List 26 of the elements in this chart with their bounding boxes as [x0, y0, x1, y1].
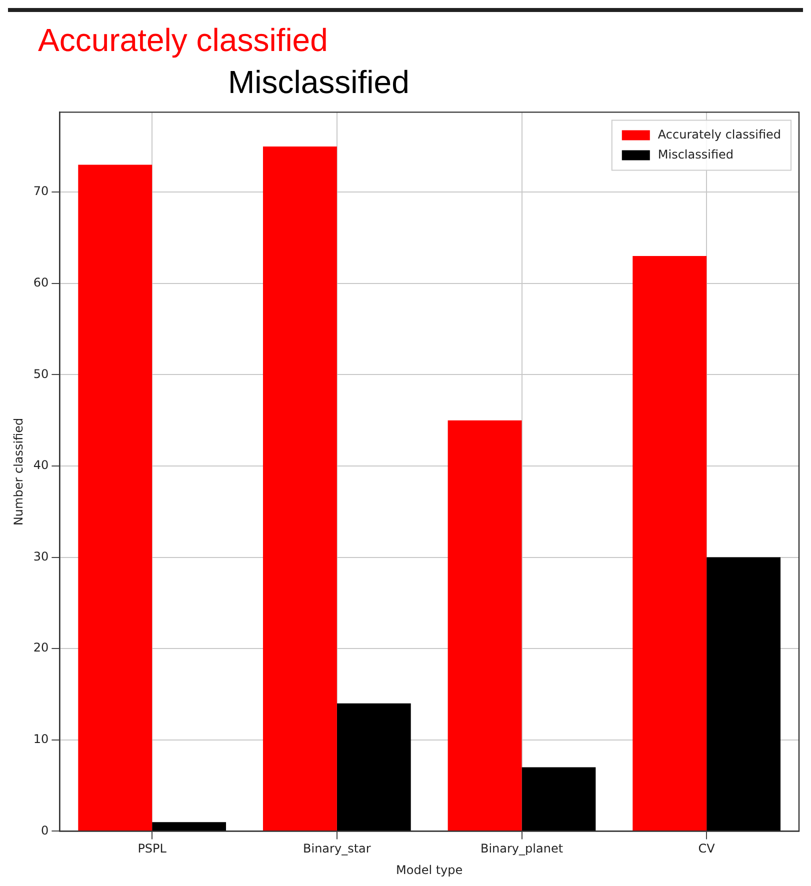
- y-tick-label: 20: [33, 640, 49, 655]
- bar: [78, 164, 152, 831]
- legend-label: Accurately classified: [658, 127, 782, 142]
- bar: [448, 420, 522, 831]
- text: Accurately classified: [38, 22, 328, 59]
- y-tick-label: 60: [33, 276, 49, 290]
- y-tick-label: 40: [33, 458, 49, 472]
- legend-label: Misclassified: [658, 147, 734, 162]
- bar: [262, 146, 337, 831]
- x-axis-title: Model type: [396, 862, 463, 877]
- y-axis-title: Number classified: [11, 418, 26, 526]
- x-tick-label: Binary_star: [303, 842, 371, 856]
- y-tick-label: 0: [41, 823, 49, 838]
- bar: [152, 822, 226, 831]
- y-tick-label: 50: [33, 366, 49, 381]
- bar: [336, 703, 411, 831]
- y-tick-label: 70: [33, 184, 49, 198]
- y-tick-label: 10: [33, 732, 49, 746]
- x-tick-label: Binary_planet: [480, 842, 564, 856]
- text: Misclassified: [228, 64, 410, 101]
- x-tick-label: PSPL: [138, 842, 167, 856]
- bar: [522, 767, 596, 831]
- y-tick-label: 30: [33, 549, 49, 564]
- x-tick-label: CV: [698, 842, 716, 856]
- bar: [632, 256, 707, 831]
- bar: [706, 557, 781, 831]
